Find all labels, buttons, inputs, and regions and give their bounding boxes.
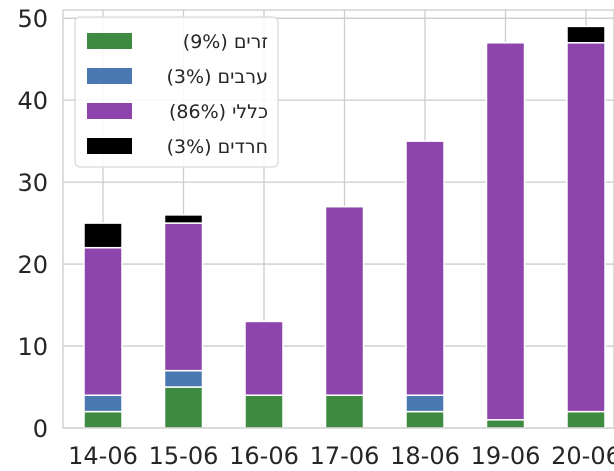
bar-segment bbox=[324, 205, 365, 396]
bar-segment bbox=[244, 394, 284, 429]
bar-segment bbox=[405, 410, 445, 429]
legend-box bbox=[74, 16, 279, 168]
y-tick-label: 30 bbox=[17, 169, 48, 197]
legend-swatch bbox=[87, 103, 132, 119]
legend-swatch bbox=[87, 138, 132, 154]
legend-swatch bbox=[87, 33, 132, 49]
bar-segment bbox=[405, 140, 445, 396]
axes: 0 10 20 30 40 50 14-06 15-06 16-06 17-06 18-06 19-0… bbox=[17, 5, 614, 470]
legend-label: ערבים (3%) bbox=[167, 66, 269, 88]
bar-segment bbox=[83, 394, 123, 413]
bar-segment bbox=[163, 222, 204, 372]
legend-label: כללי (86%) bbox=[169, 101, 268, 123]
bar-segment bbox=[324, 394, 365, 429]
bar-segment bbox=[405, 394, 445, 413]
bar-segment bbox=[83, 410, 123, 429]
plot-frame bbox=[62, 9, 614, 429]
x-tick-label: 16-06 bbox=[229, 442, 299, 467]
y-tick-label: 0 bbox=[33, 415, 48, 443]
x-tick-label: 15-06 bbox=[149, 442, 219, 467]
bar-segment bbox=[163, 369, 204, 388]
bar-segment bbox=[485, 419, 526, 429]
x-tick-label: 20-06 bbox=[551, 442, 614, 467]
x-tick-label: 18-06 bbox=[390, 442, 460, 467]
x-tick-label: 19-06 bbox=[471, 442, 541, 467]
y-tick-label: 50 bbox=[17, 5, 48, 33]
bar-segment bbox=[566, 410, 606, 429]
bar-segment bbox=[163, 386, 204, 429]
legend-label: זרים (9%) bbox=[183, 31, 268, 53]
bars bbox=[83, 25, 606, 429]
x-tick-label: 14-06 bbox=[68, 442, 138, 467]
legend: זרים (9%) ערבים (3%) כללי (86%) חרדים (3%) bbox=[74, 16, 279, 168]
legend-swatch bbox=[87, 68, 132, 84]
x-tick-label: 17-06 bbox=[310, 442, 380, 467]
bar-segment bbox=[566, 42, 606, 413]
y-tick-label: 40 bbox=[17, 87, 48, 115]
y-tick-label: 10 bbox=[17, 333, 48, 361]
bar-segment bbox=[83, 246, 123, 396]
bar-segment bbox=[485, 42, 526, 421]
bar-segment bbox=[163, 214, 204, 224]
bar-segment bbox=[566, 25, 606, 44]
legend-label: חרדים (3%) bbox=[167, 136, 268, 158]
bar-segment bbox=[83, 222, 123, 249]
y-tick-label: 20 bbox=[17, 251, 48, 279]
bar-segment bbox=[244, 320, 284, 396]
